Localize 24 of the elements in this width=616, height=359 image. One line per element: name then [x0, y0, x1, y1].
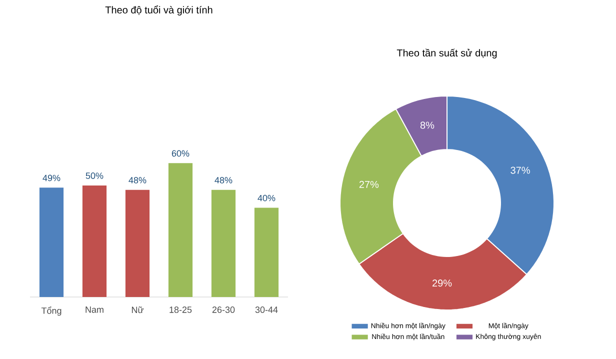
- chart-title: Theo tần suất sử dụng: [396, 48, 497, 58]
- bar: [82, 185, 107, 297]
- x-tick-label: Nữ: [132, 306, 144, 314]
- data-label: 27%: [359, 180, 379, 188]
- data-label: 49%: [42, 174, 60, 182]
- chart-title: Theo độ tuổi và giới tính: [105, 5, 212, 16]
- data-label: 48%: [214, 177, 232, 184]
- data-label: 29%: [432, 280, 452, 287]
- data-label: 50%: [86, 172, 104, 179]
- x-tick-label: 26-30: [212, 306, 235, 313]
- x-tick-label: 18-25: [170, 306, 192, 313]
- x-tick-label: Nam: [86, 306, 104, 313]
- bar: [168, 163, 193, 297]
- data-label: 60%: [172, 150, 190, 157]
- x-tick-label: Tổng: [41, 306, 62, 316]
- bar: [39, 188, 64, 297]
- data-label: 48%: [128, 177, 146, 184]
- data-label: 40%: [258, 194, 276, 202]
- x-tick-label: 30-44: [255, 306, 278, 313]
- bar: [254, 208, 279, 297]
- bar: [211, 190, 236, 297]
- data-label: 37%: [510, 166, 530, 174]
- data-label: 8%: [420, 122, 434, 129]
- bar: [125, 190, 150, 297]
